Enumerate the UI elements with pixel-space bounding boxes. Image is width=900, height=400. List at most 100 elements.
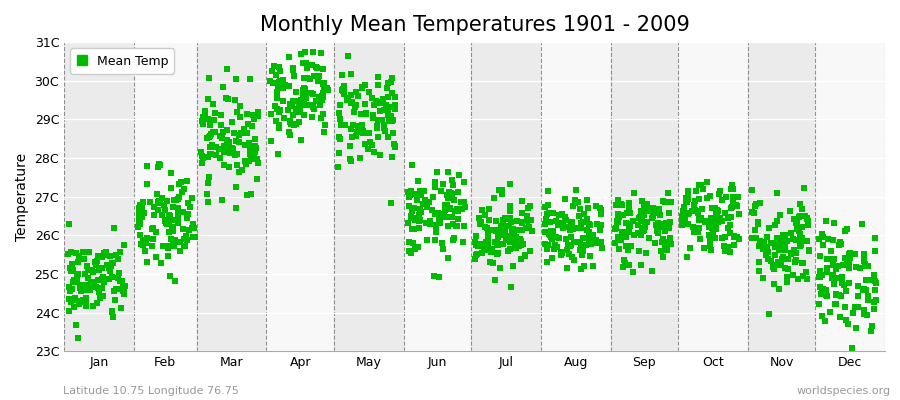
Point (142, 199, 157, 206)
Point (312, 73, 327, 79)
Point (304, 90, 319, 96)
Point (351, 92, 365, 99)
Point (318, 122, 332, 128)
Point (250, 176, 265, 182)
Point (200, 191, 214, 197)
Point (731, 194, 745, 200)
Point (207, 116, 221, 123)
Point (292, 119, 307, 125)
Point (590, 221, 604, 227)
Point (579, 242, 593, 248)
Point (68, 295, 82, 301)
Point (166, 228, 180, 235)
Point (608, 225, 623, 231)
Point (580, 197, 594, 204)
Point (721, 214, 735, 221)
Point (427, 194, 441, 201)
Point (761, 249, 776, 256)
Point (721, 243, 735, 250)
Point (166, 242, 181, 249)
Point (364, 142, 379, 148)
Point (95, 292, 110, 299)
Point (867, 299, 881, 305)
Point (86, 303, 100, 309)
Point (499, 233, 513, 239)
Point (837, 228, 851, 234)
Point (724, 213, 739, 220)
Point (266, 62, 281, 69)
Point (234, 130, 248, 136)
Point (643, 235, 657, 242)
Point (446, 181, 461, 188)
Point (724, 204, 739, 211)
Point (336, 88, 350, 94)
Point (202, 144, 217, 150)
Point (221, 139, 236, 146)
Point (704, 215, 718, 221)
Point (623, 223, 637, 229)
Point (108, 297, 122, 303)
Point (458, 204, 473, 210)
Point (564, 234, 579, 240)
Point (284, 120, 298, 127)
Point (264, 111, 278, 118)
Point (113, 249, 128, 256)
Point (652, 212, 667, 218)
Point (228, 130, 242, 137)
Point (168, 278, 183, 284)
Point (846, 310, 860, 316)
Point (660, 247, 674, 254)
Bar (471, 42, 541, 351)
Point (662, 209, 676, 216)
Point (857, 258, 871, 264)
Point (381, 93, 395, 100)
Point (553, 212, 567, 218)
Point (745, 235, 760, 241)
Point (105, 260, 120, 266)
Point (814, 272, 829, 279)
Point (477, 244, 491, 250)
Point (716, 234, 730, 241)
Point (132, 216, 147, 222)
Point (283, 54, 297, 61)
Point (307, 72, 321, 79)
Point (783, 250, 797, 256)
Point (777, 244, 791, 250)
Point (692, 225, 706, 232)
Point (165, 224, 179, 230)
Point (166, 197, 181, 203)
Point (401, 248, 416, 254)
Point (76, 297, 90, 304)
Point (838, 255, 852, 261)
Point (774, 238, 788, 244)
Point (186, 224, 201, 231)
Point (563, 227, 578, 233)
Point (732, 236, 746, 242)
Point (819, 287, 833, 294)
Point (768, 252, 782, 258)
Point (593, 222, 608, 228)
Point (306, 106, 320, 112)
Point (503, 239, 517, 246)
Point (336, 86, 350, 92)
Point (310, 65, 324, 72)
Point (166, 204, 181, 210)
Point (283, 128, 297, 135)
Point (297, 91, 311, 98)
Point (703, 193, 717, 199)
Point (365, 115, 380, 122)
Point (371, 99, 385, 105)
Point (489, 217, 503, 224)
Point (359, 110, 374, 117)
Point (412, 218, 427, 225)
Point (816, 234, 831, 240)
Point (197, 108, 211, 114)
Point (362, 130, 376, 136)
Point (109, 251, 123, 258)
Point (688, 198, 703, 204)
Point (780, 266, 795, 273)
Point (571, 199, 585, 206)
Point (440, 223, 454, 229)
Point (752, 268, 766, 274)
Point (196, 155, 211, 161)
